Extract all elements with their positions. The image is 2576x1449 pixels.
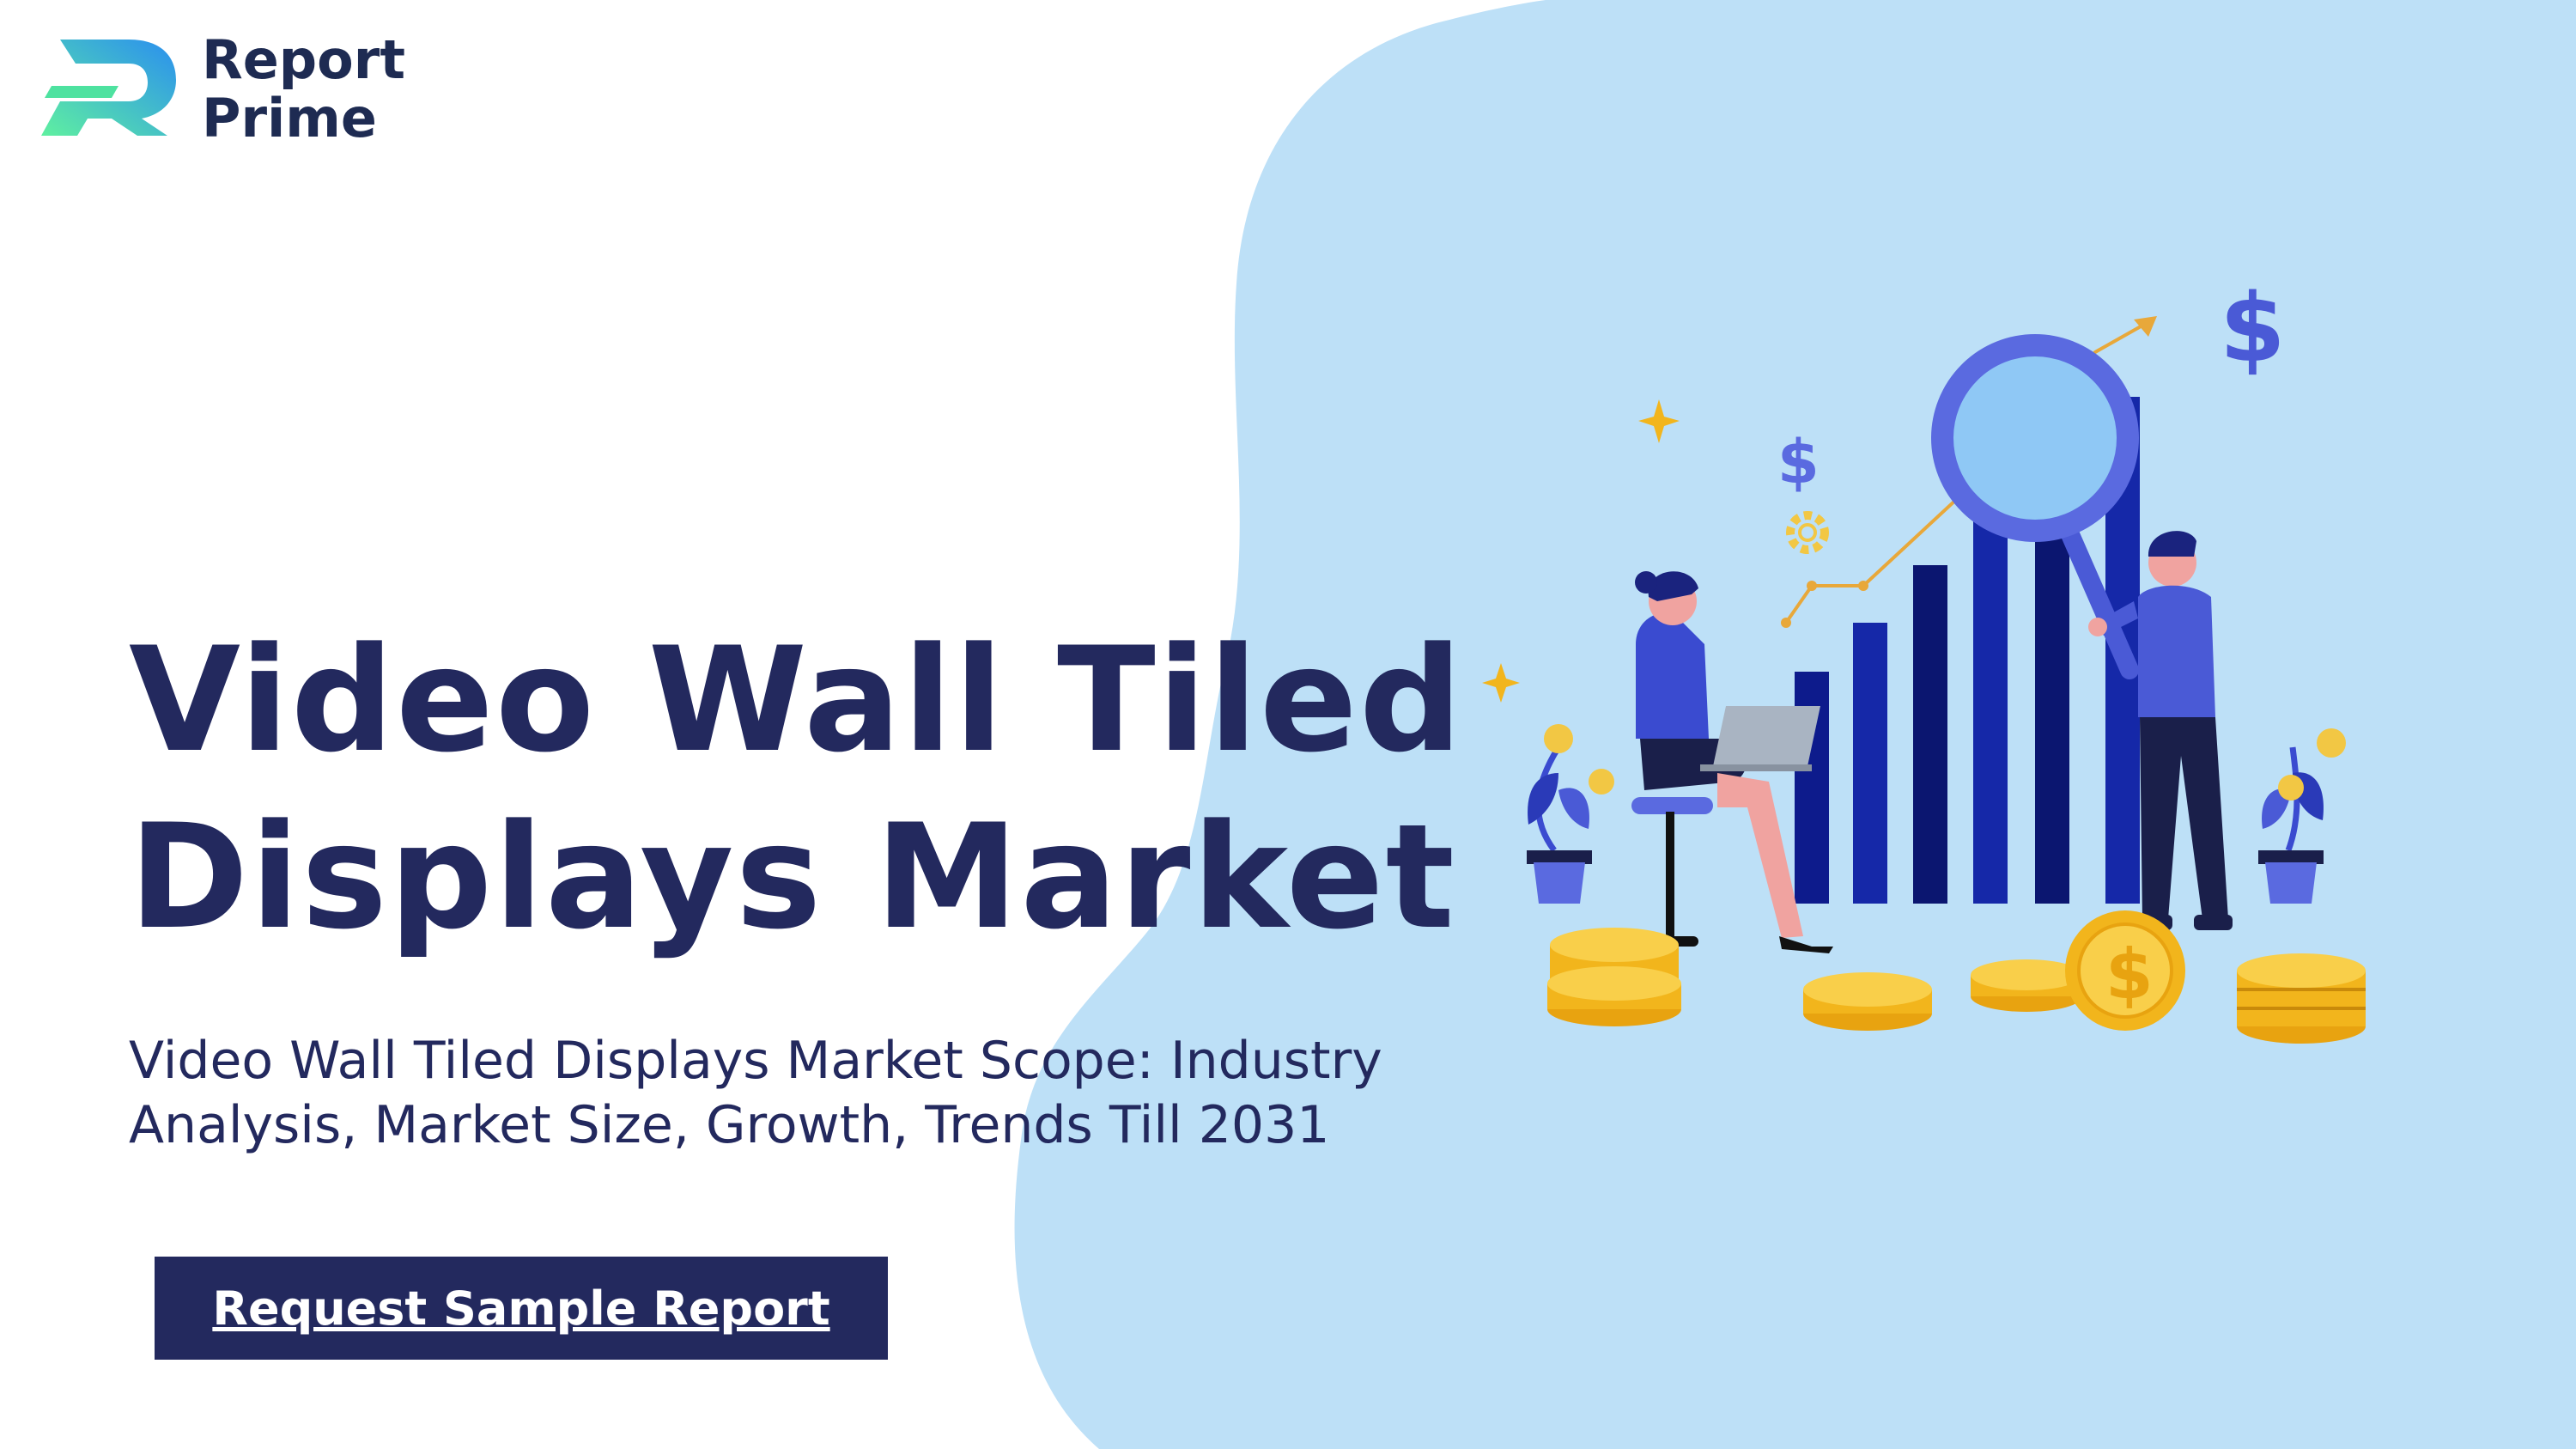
plant-icon — [2258, 728, 2346, 904]
brand-name-line2: Prime — [202, 87, 377, 149]
coin-stack-icon — [2237, 953, 2366, 1044]
woman-with-laptop-figure — [1631, 571, 1833, 953]
title-line-2: Displays Market — [129, 793, 1456, 961]
svg-text:$: $ — [2105, 935, 2154, 1014]
sparkle-icon — [1482, 663, 1520, 703]
coin-stack-icon: $ — [1971, 910, 2185, 1031]
coin-stack-icon — [1547, 928, 1681, 1026]
coin-stack-icon — [1803, 972, 1932, 1031]
report-prime-logo-icon — [41, 40, 176, 136]
dollar-sign-icon: $ — [2220, 273, 2286, 383]
man-with-magnifier-figure — [2088, 531, 2233, 930]
page-title: Video Wall Tiled Displays Market — [129, 612, 1468, 965]
brand-wordmark: Report Prime — [202, 31, 405, 148]
page-subtitle: Video Wall Tiled Displays Market Scope: … — [129, 1029, 1520, 1158]
bar-chart-graphic — [1795, 397, 2140, 904]
plant-icon — [1527, 724, 1614, 904]
magnifier-icon — [1931, 334, 2139, 679]
subtitle-line-2: Analysis, Market Size, Growth, Trends Ti… — [129, 1095, 1330, 1155]
request-sample-report-button[interactable]: Request Sample Report — [155, 1257, 888, 1360]
dollar-sign-icon: $ — [1777, 427, 1820, 497]
trend-arrow-icon — [1781, 316, 2157, 628]
brand-logo[interactable]: Report Prime — [34, 31, 447, 151]
title-line-1: Video Wall Tiled — [129, 616, 1465, 784]
subtitle-line-1: Video Wall Tiled Displays Market Scope: … — [129, 1031, 1382, 1091]
laptop-icon — [1700, 706, 1820, 771]
market-analysis-illustration: $ $ — [1482, 273, 2366, 1044]
sparkle-icon — [1638, 399, 1680, 443]
gear-icon — [1786, 511, 1829, 554]
brand-name-line1: Report — [202, 28, 405, 91]
